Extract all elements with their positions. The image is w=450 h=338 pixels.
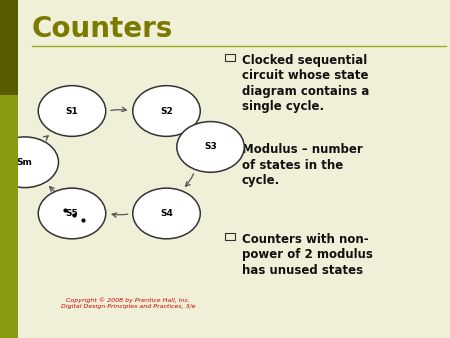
Text: S2: S2 xyxy=(160,106,173,116)
Circle shape xyxy=(177,122,244,172)
Bar xyxy=(225,143,235,151)
Text: Modulus – number
of states in the
cycle.: Modulus – number of states in the cycle. xyxy=(242,143,362,187)
Circle shape xyxy=(133,188,200,239)
Text: S3: S3 xyxy=(204,142,217,151)
Text: Counters: Counters xyxy=(32,15,173,43)
Text: Sm: Sm xyxy=(17,158,33,167)
Circle shape xyxy=(133,86,200,136)
Bar xyxy=(225,233,235,240)
Text: Counters with non-
power of 2 modulus
has unused states: Counters with non- power of 2 modulus ha… xyxy=(242,233,373,277)
Text: S4: S4 xyxy=(160,209,173,218)
Circle shape xyxy=(38,86,106,136)
Text: S5: S5 xyxy=(66,209,78,218)
Circle shape xyxy=(38,188,106,239)
Bar xyxy=(225,54,235,61)
Text: Clocked sequential
circuit whose state
diagram contains a
single cycle.: Clocked sequential circuit whose state d… xyxy=(242,54,369,113)
Bar xyxy=(0,95,18,338)
Circle shape xyxy=(0,137,58,188)
Bar xyxy=(0,0,18,95)
Text: Copyright © 2008 by Prentice Hall, Inc.
Digital Design Principles and Practices,: Copyright © 2008 by Prentice Hall, Inc. … xyxy=(61,297,196,309)
Text: S1: S1 xyxy=(66,106,78,116)
